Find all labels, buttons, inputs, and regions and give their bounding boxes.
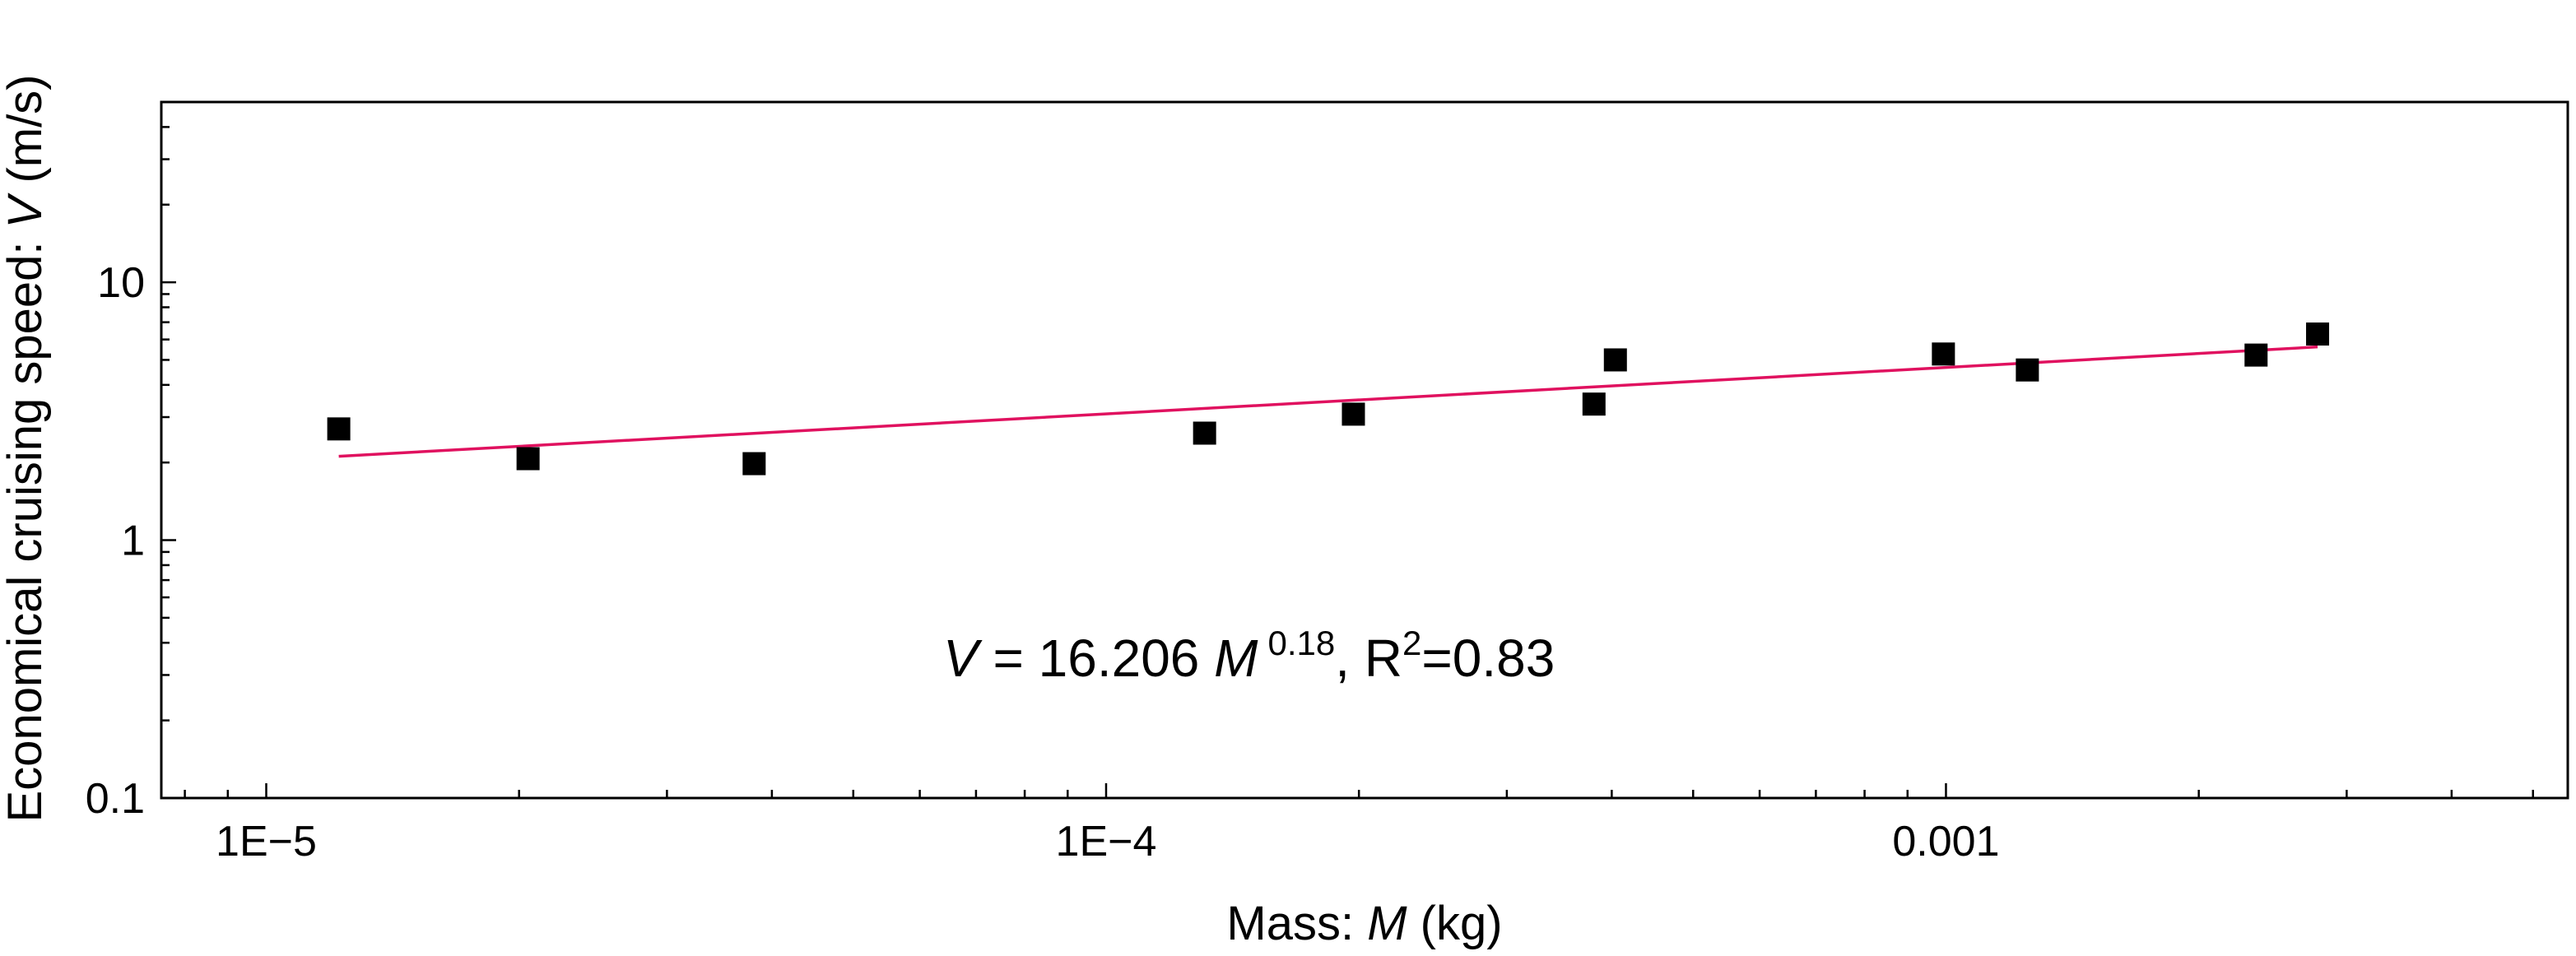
fit-equation-m: M — [1214, 629, 1258, 688]
y-axis-ticks: 0.1 1 10 — [86, 100, 176, 823]
y-axis-label-variable: V — [0, 192, 52, 228]
fit-equation-exponent: 0.18 — [1267, 624, 1335, 662]
y-axis-label-prefix: Economical cruising speed: — [0, 228, 52, 822]
y-tick-label: 10 — [97, 259, 145, 307]
x-tick-label: 1E−5 — [216, 818, 317, 866]
fit-equation-v: V — [943, 629, 983, 688]
data-point — [1193, 421, 1216, 445]
data-point — [2306, 322, 2330, 346]
data-point — [742, 452, 766, 476]
x-axis-label: Mass: M (kg) — [1226, 897, 1502, 950]
data-point — [327, 417, 351, 441]
fit-equation-r-superscript: 2 — [1402, 624, 1421, 662]
fit-equation-r: , R — [1335, 629, 1402, 688]
y-tick-label: 1 — [121, 517, 145, 565]
x-axis-ticks: 1E−5 1E−4 0.001 — [184, 783, 2535, 866]
y-axis-label-suffix: (m/s) — [0, 75, 52, 197]
fit-equation-r2-value: =0.83 — [1421, 629, 1555, 688]
data-point — [2016, 358, 2039, 382]
x-axis-label-suffix: (kg) — [1407, 897, 1503, 950]
x-tick-label: 0.001 — [1892, 818, 1999, 866]
x-axis-label-prefix: Mass: — [1226, 897, 1367, 950]
fit-equation-coefficient: = 16.206 — [979, 629, 1214, 688]
data-point — [516, 447, 540, 471]
fit-equation: V = 16.206 M 0.18, R2=0.83 — [943, 624, 1555, 688]
plot-frame — [160, 100, 2569, 800]
data-point — [2244, 343, 2268, 367]
data-point — [1603, 348, 1627, 372]
x-tick-label: 1E−4 — [1056, 818, 1157, 866]
x-axis-label-variable: M — [1367, 897, 1407, 950]
y-tick-label: 0.1 — [86, 775, 145, 823]
data-point — [1582, 392, 1606, 416]
fit-line — [338, 345, 2318, 458]
y-axis-label: Economical cruising speed: V (m/s) — [0, 75, 52, 823]
data-point — [1341, 402, 1365, 426]
data-point — [1932, 342, 1955, 366]
data-points — [327, 322, 2330, 476]
